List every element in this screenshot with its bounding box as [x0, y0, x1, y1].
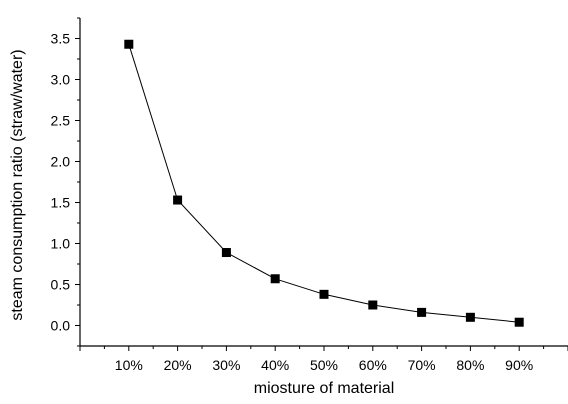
x-tick-label: 20% [164, 357, 192, 373]
data-point [271, 274, 280, 283]
y-tick-label: 3.5 [51, 31, 71, 47]
y-tick-label: 2.0 [51, 154, 71, 170]
x-ticks: 10% 20% 30% 40% 50% 60% 70% 80% 90% [80, 346, 568, 373]
data-point [417, 308, 426, 317]
series-layer [124, 40, 523, 327]
y-axis-title: steam consumption ratio (straw/water) [9, 49, 26, 320]
x-axis-title: miosture of material [254, 380, 395, 397]
data-point [515, 318, 524, 327]
x-tick-label: 90% [505, 357, 533, 373]
x-tick-label: 70% [408, 357, 436, 373]
data-point [466, 313, 475, 322]
data-point [222, 248, 231, 257]
y-tick-label: 0.0 [51, 318, 71, 334]
x-tick-label: 50% [310, 357, 338, 373]
y-tick-label: 0.5 [51, 277, 71, 293]
x-tick-label: 40% [261, 357, 289, 373]
x-tick-label: 30% [212, 357, 240, 373]
data-point [124, 40, 133, 49]
data-point [173, 196, 182, 205]
data-point [368, 301, 377, 310]
y-tick-label: 1.0 [51, 236, 71, 252]
x-tick-label: 60% [359, 357, 387, 373]
data-point [320, 290, 329, 299]
y-ticks: 0.0 0.5 1.0 1.5 2.0 2.5 3.0 3.5 [51, 18, 80, 346]
x-tick-label: 10% [115, 357, 143, 373]
y-tick-label: 3.0 [51, 72, 71, 88]
series-line [129, 44, 519, 322]
y-tick-label: 2.5 [51, 113, 71, 129]
y-tick-label: 1.5 [51, 195, 71, 211]
x-tick-label: 80% [456, 357, 484, 373]
